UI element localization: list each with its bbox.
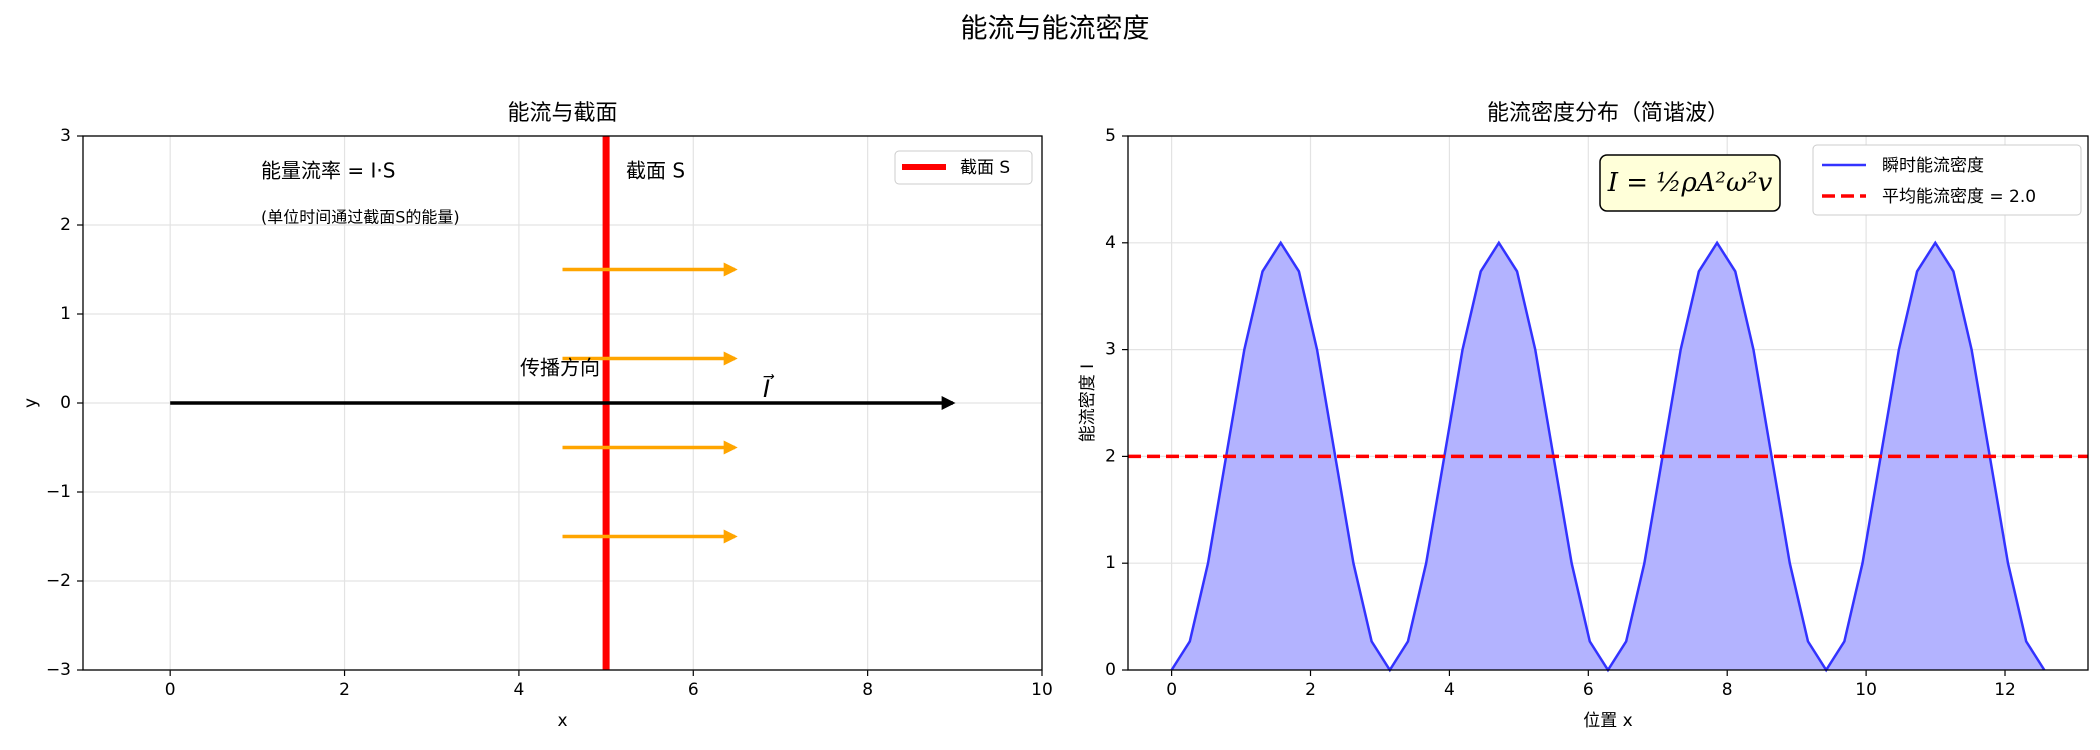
y-tick-label: 2 [60,215,71,235]
y-tick-label: −2 [46,571,71,591]
formula: I = ½ρA²ω²v [1607,168,1773,198]
x-tick-label: 0 [165,680,176,700]
formula-box [1599,154,1781,212]
x-tick-label: 8 [1722,680,1733,700]
axes-title: 能流密度分布（简谐波） [1487,101,1729,126]
x-tick-label: 4 [1444,680,1455,700]
y-tick-label: 0 [60,393,71,413]
y-tick-label: 3 [60,126,71,146]
x-tick-label: 6 [1583,680,1594,700]
y-axis-label: y [21,398,41,408]
y-tick-label: 3 [1105,340,1116,360]
x-axis-label: x [557,711,567,731]
annotation: 能量流率 = I·S [261,159,395,183]
legend-label: 瞬时能流密度 [1882,156,1984,176]
legend-label: 截面 S [960,158,1010,178]
y-tick-label: −1 [46,482,71,502]
figure-title: 能流与能流密度 [961,14,1150,45]
legend-label: 平均能流密度 = 2.0 [1882,187,2036,207]
axes-frame [82,135,1043,671]
y-tick-label: 4 [1105,233,1116,253]
x-tick-label: 2 [339,680,350,700]
x-tick-label: 0 [1166,680,1177,700]
y-tick-label: 1 [1105,553,1116,573]
x-tick-label: 10 [1031,680,1053,700]
propagation-label: 传播方向 [520,356,600,380]
y-tick-label: 2 [1105,446,1116,466]
annotation: (单位时间通过截面S的能量) [261,208,460,227]
y-tick-label: 0 [1105,660,1116,680]
legend-box [1812,144,2082,216]
x-tick-label: 12 [1994,680,2016,700]
legend-box [894,150,1033,185]
y-tick-label: 5 [1105,126,1116,146]
axes-frame [1127,135,2089,671]
x-tick-label: 8 [862,680,873,700]
x-axis-label: 位置 x [1583,711,1632,731]
x-tick-label: 2 [1305,680,1316,700]
y-tick-label: −3 [46,660,71,680]
axes-title: 能流与截面 [507,101,617,126]
area-fill [1171,242,2045,671]
annotation: 截面 S [626,159,685,183]
x-tick-label: 10 [1855,680,1877,700]
x-tick-label: 4 [513,680,524,700]
x-tick-label: 6 [688,680,699,700]
y-tick-label: 1 [60,304,71,324]
y-axis-label: 能流密度 I [1078,364,1098,442]
